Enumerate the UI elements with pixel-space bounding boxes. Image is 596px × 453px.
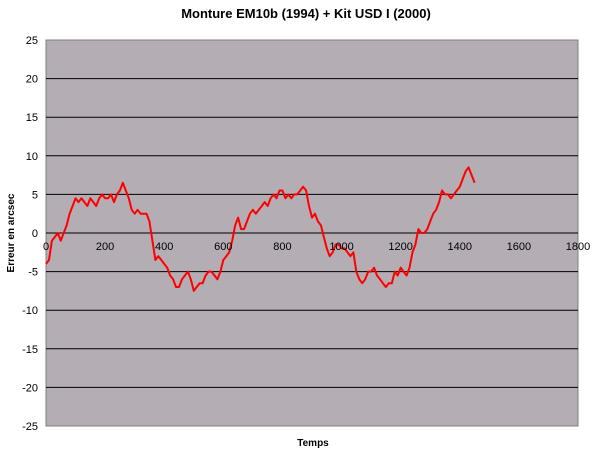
y-tick-label: 0	[32, 228, 38, 240]
x-tick-label: 0	[43, 241, 49, 253]
x-tick-label: 800	[273, 241, 291, 253]
y-axis-label: Erreur en arcsec	[6, 193, 17, 272]
series-line	[45, 166, 476, 292]
x-tick-label: 1800	[566, 241, 590, 253]
y-tick-label: 10	[26, 151, 38, 163]
y-tick-label: -5	[28, 267, 38, 279]
y-tick-label: 20	[26, 74, 38, 86]
y-tick-label: 15	[26, 112, 38, 124]
x-tick-label: 1000	[329, 241, 353, 253]
x-axis-label: Temps	[297, 438, 329, 449]
x-tick-label: 1200	[388, 241, 412, 253]
y-tick-label: -10	[22, 305, 38, 317]
plot-area-group	[45, 39, 579, 427]
x-axis-ticks: 0 200 400 600 800 1000 1200 1400 1600 1800	[43, 241, 590, 253]
y-tick-label: -25	[22, 421, 38, 433]
x-tick-label: 1600	[507, 241, 531, 253]
y-tick-label: 25	[26, 35, 38, 47]
y-tick-label: -15	[22, 344, 38, 356]
x-tick-label: 600	[214, 241, 232, 253]
x-tick-label: 400	[155, 241, 173, 253]
y-tick-label: -20	[22, 382, 38, 394]
x-tick-label: 1400	[448, 241, 472, 253]
y-tick-label: 5	[32, 189, 38, 201]
x-tick-label: 200	[96, 241, 114, 253]
chart-title: Monture EM10b (1994) + Kit USD I (2000)	[181, 6, 431, 21]
y-axis-ticks: 25 20 15 10 5 0 -5 -10 -15 -20 -25	[22, 35, 38, 433]
